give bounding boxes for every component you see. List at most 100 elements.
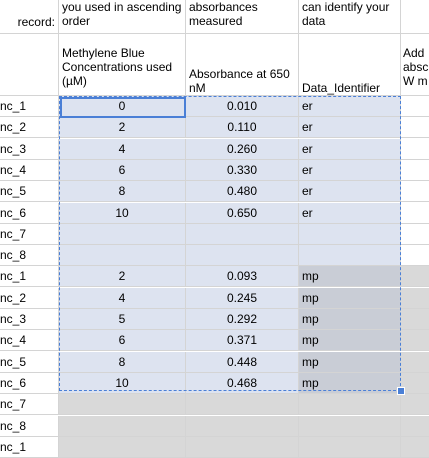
absorbance-cell[interactable]: 0.110 <box>186 117 299 138</box>
absorbance-cell[interactable] <box>186 437 299 458</box>
concentration-cell[interactable]: 8 <box>59 352 186 373</box>
absorbance-cell[interactable] <box>186 224 299 245</box>
table-row: nc_3 5 0.292 mp <box>0 309 429 330</box>
row-label-cell[interactable]: nc_4 <box>0 160 59 181</box>
concentration-cell[interactable]: 10 <box>59 373 186 394</box>
row-label-cell[interactable]: nc_3 <box>0 309 59 330</box>
absorbance-cell[interactable]: 0.245 <box>186 288 299 309</box>
header-cell-identify[interactable]: can identify your data <box>299 0 401 34</box>
extra-cell[interactable] <box>401 352 429 373</box>
identifier-cell[interactable]: mp <box>299 288 401 309</box>
identifier-cell[interactable] <box>299 394 401 415</box>
identifier-cell[interactable]: mp <box>299 352 401 373</box>
concentration-cell[interactable] <box>59 394 186 415</box>
identifier-cell[interactable]: er <box>299 160 401 181</box>
identifier-cell[interactable]: er <box>299 203 401 224</box>
row-label-cell[interactable]: nc_2 <box>0 288 59 309</box>
extra-cell[interactable] <box>401 160 429 181</box>
absorbance-cell[interactable]: 0.093 <box>186 266 299 287</box>
header-cell-absorbances[interactable]: absorbances measured <box>186 0 299 34</box>
identifier-cell[interactable] <box>299 416 401 437</box>
header-cell-absorbance[interactable]: Absorbance at 650 nM <box>186 34 299 96</box>
header-cell-concentration[interactable]: Methylene Blue Concentrations used (µM) <box>59 34 186 96</box>
row-label-cell[interactable]: nc_7 <box>0 394 59 415</box>
identifier-cell[interactable]: er <box>299 139 401 160</box>
extra-cell[interactable] <box>401 117 429 138</box>
extra-cell[interactable] <box>401 203 429 224</box>
fill-handle[interactable] <box>397 387 405 395</box>
table-row: nc_7 <box>0 224 429 245</box>
row-label-cell[interactable]: nc_6 <box>0 373 59 394</box>
row-label-cell[interactable]: nc_4 <box>0 330 59 351</box>
row-label-cell[interactable]: nc_8 <box>0 245 59 266</box>
absorbance-cell[interactable]: 0.468 <box>186 373 299 394</box>
row-label-cell[interactable]: nc_5 <box>0 181 59 202</box>
table-row: nc_8 <box>0 416 429 437</box>
concentration-cell[interactable]: 2 <box>59 266 186 287</box>
header-cell-data-identifier[interactable]: Data_Identifier <box>299 34 401 96</box>
extra-cell[interactable] <box>401 373 429 394</box>
row-label-cell[interactable]: nc_7 <box>0 224 59 245</box>
identifier-cell[interactable]: er <box>299 96 401 117</box>
extra-cell[interactable] <box>401 394 429 415</box>
concentration-cell[interactable] <box>59 245 186 266</box>
concentration-cell[interactable]: 0 <box>59 96 186 117</box>
extra-cell[interactable] <box>401 139 429 160</box>
identifier-cell[interactable] <box>299 245 401 266</box>
absorbance-cell[interactable]: 0.650 <box>186 203 299 224</box>
header-cell-record[interactable]: record: <box>0 0 59 34</box>
concentration-cell[interactable]: 4 <box>59 288 186 309</box>
extra-cell[interactable] <box>401 416 429 437</box>
extra-cell[interactable] <box>401 330 429 351</box>
identifier-cell[interactable]: mp <box>299 309 401 330</box>
identifier-cell[interactable]: er <box>299 117 401 138</box>
absorbance-cell[interactable]: 0.330 <box>186 160 299 181</box>
row-label-cell[interactable]: nc_1 <box>0 437 59 458</box>
row-label-cell[interactable]: nc_6 <box>0 203 59 224</box>
concentration-cell[interactable] <box>59 437 186 458</box>
row-label-cell[interactable]: nc_2 <box>0 117 59 138</box>
absorbance-cell[interactable]: 0.448 <box>186 352 299 373</box>
extra-cell[interactable] <box>401 266 429 287</box>
identifier-cell[interactable]: mp <box>299 330 401 351</box>
extra-cell[interactable] <box>401 245 429 266</box>
absorbance-cell[interactable] <box>186 245 299 266</box>
concentration-cell[interactable]: 10 <box>59 203 186 224</box>
header-cell-ascending[interactable]: you used in ascending order <box>59 0 186 34</box>
absorbance-cell[interactable] <box>186 394 299 415</box>
row-label-cell[interactable]: nc_3 <box>0 139 59 160</box>
absorbance-cell[interactable]: 0.260 <box>186 139 299 160</box>
concentration-cell[interactable] <box>59 224 186 245</box>
row-label-cell[interactable]: nc_5 <box>0 352 59 373</box>
concentration-cell[interactable]: 2 <box>59 117 186 138</box>
absorbance-cell[interactable]: 0.480 <box>186 181 299 202</box>
identifier-cell[interactable] <box>299 224 401 245</box>
concentration-cell[interactable]: 6 <box>59 330 186 351</box>
identifier-cell[interactable] <box>299 437 401 458</box>
extra-cell[interactable] <box>401 181 429 202</box>
extra-cell[interactable] <box>401 437 429 458</box>
absorbance-cell[interactable]: 0.371 <box>186 330 299 351</box>
absorbance-cell[interactable]: 0.010 <box>186 96 299 117</box>
header-cell-empty[interactable] <box>0 34 59 96</box>
extra-cell[interactable] <box>401 96 429 117</box>
concentration-cell[interactable]: 5 <box>59 309 186 330</box>
absorbance-cell[interactable]: 0.292 <box>186 309 299 330</box>
extra-cell[interactable] <box>401 288 429 309</box>
absorbance-cell[interactable] <box>186 416 299 437</box>
row-label-cell[interactable]: nc_1 <box>0 96 59 117</box>
row-label-cell[interactable]: nc_1 <box>0 266 59 287</box>
concentration-cell[interactable] <box>59 416 186 437</box>
row-label-cell[interactable]: nc_8 <box>0 416 59 437</box>
identifier-cell[interactable]: mp <box>299 266 401 287</box>
concentration-cell[interactable]: 6 <box>59 160 186 181</box>
concentration-cell[interactable]: 8 <box>59 181 186 202</box>
extra-cell[interactable] <box>401 224 429 245</box>
concentration-cell[interactable]: 4 <box>59 139 186 160</box>
identifier-cell[interactable]: mp <box>299 373 401 394</box>
extra-cell[interactable] <box>401 309 429 330</box>
header-cell-add[interactable]: Add absc W m <box>401 34 429 96</box>
identifier-cell[interactable]: er <box>299 181 401 202</box>
header-cell-extra[interactable] <box>401 0 429 34</box>
